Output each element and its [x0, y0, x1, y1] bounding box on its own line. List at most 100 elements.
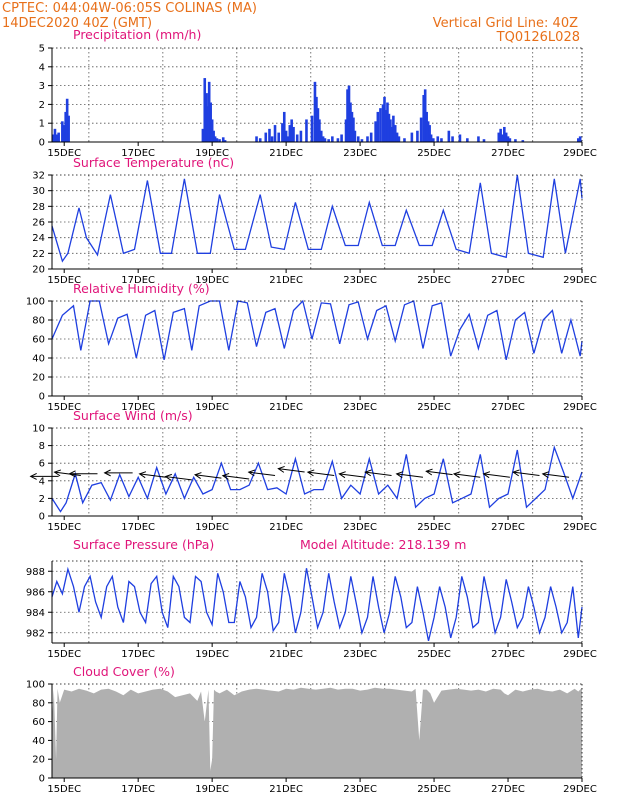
- y-tick-label: 20: [32, 265, 45, 276]
- header-model-id: TQ0126L028: [496, 30, 580, 45]
- wind-arrow: [395, 471, 424, 479]
- precip-bar: [223, 140, 227, 142]
- panel-title: Surface Wind (m/s): [73, 408, 193, 423]
- precip-bar: [323, 138, 327, 142]
- x-tick-label: 29DEC: [563, 522, 597, 533]
- precip-bar: [352, 117, 355, 142]
- precip-bar: [65, 98, 69, 142]
- y-tick-label: 80: [32, 316, 45, 327]
- x-tick-label: 23DEC: [343, 275, 377, 286]
- precip-bar: [432, 138, 435, 142]
- wind-arrow: [221, 472, 250, 480]
- x-tick-label: 27DEC: [491, 784, 525, 795]
- x-tick-label: 17DEC: [121, 649, 155, 660]
- wind-arrow: [53, 469, 81, 477]
- header-location: CPTEC: 044:04W-06:05S COLINAS (MA): [2, 1, 257, 16]
- y-tick-label: 40: [32, 736, 45, 747]
- wind-arrow: [338, 471, 366, 479]
- y-tick-label: 20: [32, 373, 45, 384]
- precip-bar: [346, 89, 349, 142]
- y-tick-label: 4: [39, 476, 45, 487]
- precip-bar: [403, 138, 406, 142]
- precip-bar: [356, 136, 360, 142]
- precip-bar: [578, 136, 582, 142]
- wind-arrow: [29, 472, 59, 480]
- precip-bar: [395, 132, 399, 142]
- precip-bar: [273, 125, 277, 142]
- x-tick-label: 27DEC: [491, 275, 525, 286]
- y-tick-label: 40: [32, 354, 45, 365]
- wind-arrow-shaft: [278, 468, 305, 473]
- wind-arrow-shaft: [195, 474, 222, 479]
- precip-bar: [268, 128, 271, 142]
- panel-1: Precipitation (mm/h) 0 1 2 3 4 5 15DEC 17DEC 19DE…: [39, 27, 597, 159]
- x-tick-label: 23DEC: [343, 522, 377, 533]
- panel-subtitle: Model Altitude: 218.139 m: [300, 537, 466, 552]
- precip-bar: [201, 128, 205, 142]
- precip-bar: [423, 89, 427, 142]
- x-tick-label: 21DEC: [269, 649, 303, 660]
- wind-arrow-shaft: [396, 473, 424, 478]
- y-tick-label: 0: [39, 774, 45, 785]
- wind-arrow-head: [395, 471, 404, 479]
- y-tick-label: 60: [32, 717, 45, 728]
- y-tick-label: 2: [39, 100, 45, 111]
- x-tick-label: 23DEC: [343, 148, 377, 159]
- precip-bar: [392, 115, 395, 142]
- y-tick-label: 6: [39, 459, 45, 470]
- x-tick-label: 29DEC: [563, 784, 597, 795]
- x-tick-label: 15DEC: [47, 649, 81, 660]
- wind-arrow-shaft: [483, 473, 510, 478]
- x-tick-label: 29DEC: [563, 148, 597, 159]
- y-tick-label: 10: [32, 424, 45, 435]
- precip-bar: [379, 108, 382, 142]
- precip-bar: [350, 111, 354, 142]
- series-line: [51, 566, 583, 642]
- precip-bar: [336, 138, 340, 142]
- wind-arrow-shaft: [542, 473, 570, 478]
- precip-bar: [383, 96, 386, 142]
- precip-bar: [299, 130, 303, 142]
- wind-arrow: [193, 472, 222, 479]
- precip-bar: [327, 139, 330, 142]
- series-line: [51, 299, 583, 361]
- y-tick-label: 22: [32, 249, 45, 260]
- wind-arrow: [482, 471, 510, 479]
- precip-bar: [451, 136, 454, 142]
- wind-arrow-shaft: [139, 473, 166, 478]
- precip-bar: [281, 123, 284, 142]
- wind-arrow: [512, 469, 540, 477]
- precip-bar: [305, 119, 308, 142]
- precip-bar: [270, 136, 274, 142]
- x-tick-label: 21DEC: [269, 784, 303, 795]
- x-tick-label: 19DEC: [195, 784, 229, 795]
- x-tick-label: 15DEC: [47, 275, 81, 286]
- wind-arrow-head: [306, 469, 315, 477]
- precip-bar: [344, 119, 348, 142]
- y-tick-label: 5: [39, 44, 45, 55]
- precip-bar: [447, 130, 451, 142]
- precip-bar: [353, 130, 357, 142]
- y-tick-label: 0: [39, 512, 45, 523]
- y-tick-label: 1: [39, 119, 45, 130]
- precip-bar: [499, 128, 502, 142]
- precip-bar: [466, 138, 469, 142]
- y-tick-label: 8: [39, 441, 45, 452]
- precip-bar: [390, 126, 394, 142]
- precip-bar: [288, 125, 292, 142]
- wind-arrow-head: [53, 469, 62, 477]
- header: CPTEC: 044:04W-06:05S COLINAS (MA) 14DEC…: [2, 1, 580, 45]
- precip-bar: [207, 81, 211, 142]
- precip-bar: [213, 136, 217, 142]
- panel-6: Cloud Cover (%) 0 20 40 60 80 100 15DEC 17DEC 19D…: [26, 664, 597, 795]
- precip-bar: [477, 136, 480, 142]
- y-tick-label: 20: [32, 755, 45, 766]
- y-tick-label: 100: [26, 680, 45, 691]
- x-tick-label: 23DEC: [343, 649, 377, 660]
- wind-arrow-shaft: [365, 471, 392, 477]
- precip-bar: [577, 138, 580, 142]
- wind-arrow: [247, 469, 276, 477]
- wind-arrow-shaft: [307, 471, 335, 477]
- y-tick-label: 26: [32, 218, 45, 229]
- precip-bar: [389, 119, 392, 142]
